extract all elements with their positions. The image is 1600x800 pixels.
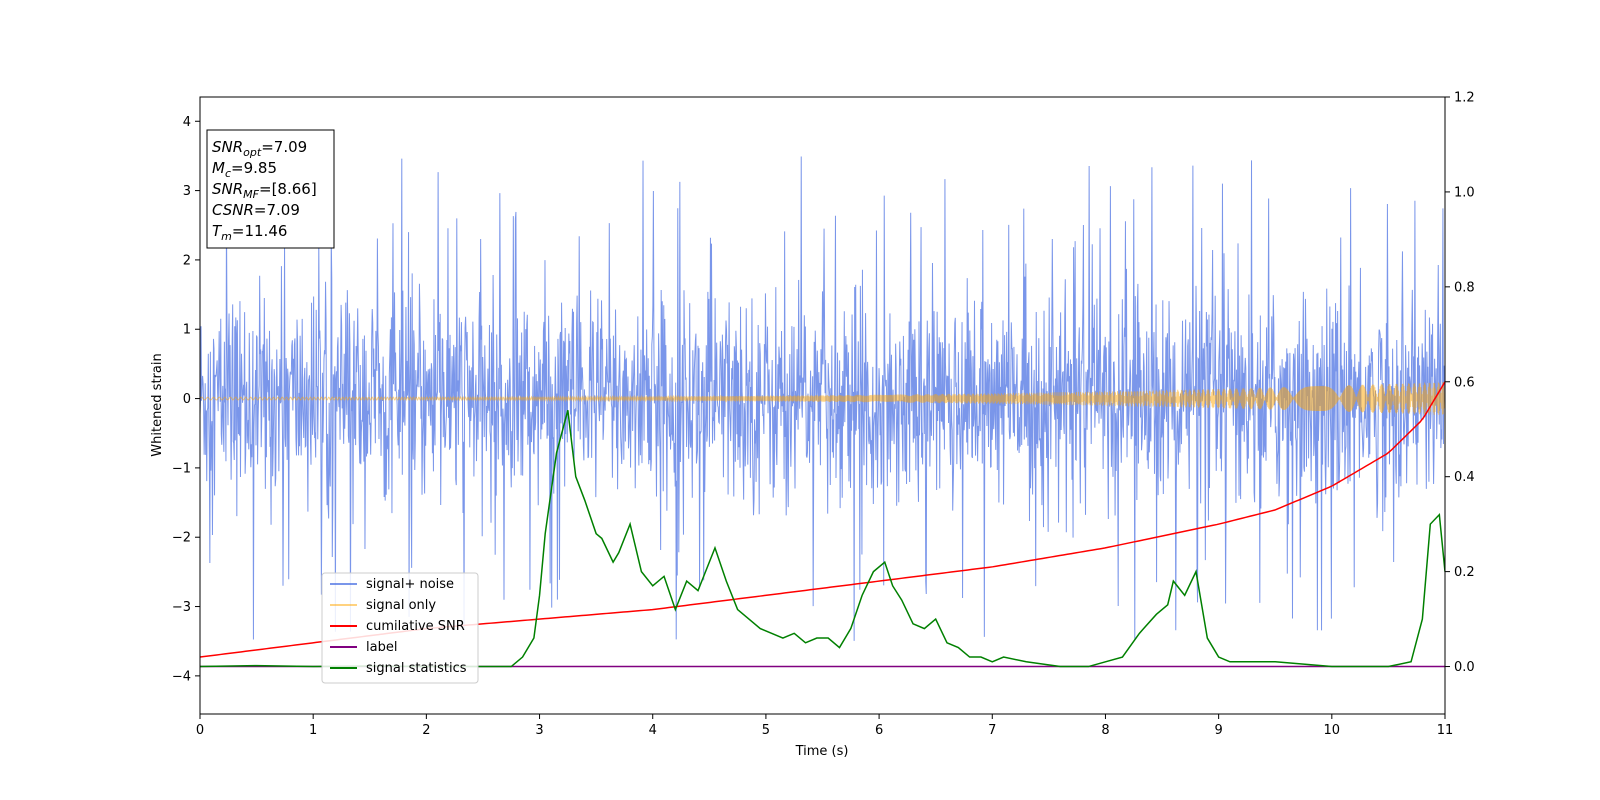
legend-entry: cumilative SNR <box>366 619 465 634</box>
x-tick-label: 2 <box>422 723 430 738</box>
y-tick-label: −3 <box>172 600 191 615</box>
info-box-frame <box>206 129 335 249</box>
y2-tick-label: 1.0 <box>1454 185 1475 200</box>
y-tick-label: 1 <box>183 323 191 338</box>
x-tick-label: 6 <box>875 723 883 738</box>
x-axis-label: Time (s) <box>795 744 849 759</box>
y2-tick-label: 0.6 <box>1454 375 1475 390</box>
y-tick-label: 4 <box>183 115 191 130</box>
y2-tick-label: 0.8 <box>1454 280 1475 295</box>
x-tick-label: 3 <box>535 723 543 738</box>
y-tick-label: −2 <box>172 531 191 546</box>
x-tick-label: 7 <box>988 723 996 738</box>
x-tick-label: 10 <box>1324 723 1341 738</box>
series-signal-statistics <box>200 410 1445 668</box>
info-line: Mc=9.85 <box>212 159 277 180</box>
y2-tick-label: 0.2 <box>1454 565 1475 580</box>
legend-entry: signal statistics <box>366 661 467 676</box>
info-line: SNRMF=[8.66] <box>212 180 317 201</box>
axes-frame <box>199 96 1446 715</box>
y-tick-label: −4 <box>172 669 191 684</box>
legend-frame <box>321 572 479 684</box>
x-tick-label: 9 <box>1214 723 1222 738</box>
x-tick-label: 4 <box>649 723 657 738</box>
legend: signal+ noise signal only cumilative SNR la… <box>321 572 479 684</box>
y-tick-label: 2 <box>183 253 191 268</box>
y-tick-label: −1 <box>172 461 191 476</box>
x-tick-label: 5 <box>762 723 770 738</box>
x-axis: 0 1 2 3 4 5 6 7 8 9 10 11 <box>196 714 1453 738</box>
series-signal-only <box>200 382 1445 415</box>
legend-entry: signal only <box>366 598 436 613</box>
y-tick-label: 0 <box>183 392 191 407</box>
y-tick-label: 3 <box>183 184 191 199</box>
y2-tick-label: 0.0 <box>1454 660 1475 675</box>
legend-entry: label <box>366 640 397 655</box>
x-tick-label: 8 <box>1101 723 1109 738</box>
y-axis-label: Whitened strain <box>150 353 165 456</box>
info-line: Tm=11.46 <box>212 222 287 243</box>
y2-tick-label: 0.4 <box>1454 470 1475 485</box>
y2-tick-label: 1.2 <box>1454 91 1475 106</box>
y-axis-left: −4 −3 −2 −1 0 1 2 3 4 <box>172 115 200 684</box>
x-tick-label: 11 <box>1437 723 1454 738</box>
y-axis-right: 0.0 0.2 0.4 0.6 0.8 1.0 1.2 <box>1445 91 1475 675</box>
info-line: CSNR=7.09 <box>212 201 300 219</box>
info-line: SNRopt=7.09 <box>212 138 307 159</box>
legend-entry: signal+ noise <box>366 577 454 592</box>
x-tick-label: 0 <box>196 723 204 738</box>
x-tick-label: 1 <box>309 723 317 738</box>
